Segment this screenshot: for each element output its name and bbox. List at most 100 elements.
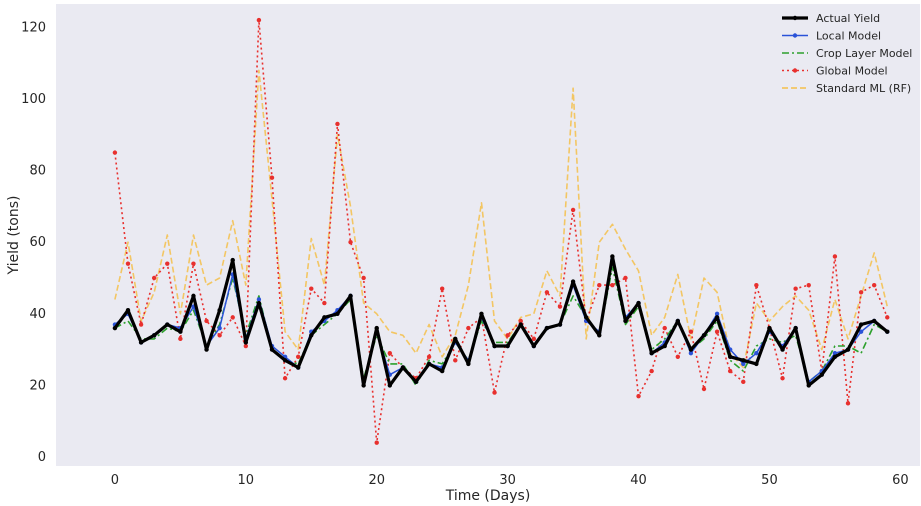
data-point (400, 365, 406, 370)
data-point (754, 282, 759, 288)
data-point (374, 440, 379, 445)
data-point (610, 254, 615, 259)
data-point (138, 322, 144, 327)
data-point (125, 261, 131, 266)
legend-item: Crop Layer Model (782, 47, 912, 60)
data-point (361, 275, 366, 281)
data-point (636, 393, 641, 399)
data-point (466, 325, 471, 331)
data-point (282, 358, 288, 363)
legend-label: Global Model (816, 65, 888, 78)
legend-label: Standard ML (RF) (816, 82, 911, 95)
x-tick-label: 10 (238, 473, 255, 488)
data-point (688, 329, 694, 334)
data-point (544, 290, 550, 295)
data-point (885, 315, 890, 320)
data-point (322, 315, 327, 320)
series-layer (112, 17, 890, 445)
data-point (845, 347, 851, 352)
legend-item: Global Model (782, 65, 888, 78)
data-point (701, 386, 707, 392)
data-point (531, 336, 537, 342)
data-point (191, 293, 196, 299)
series-line (114, 69, 889, 369)
data-point (492, 343, 497, 349)
data-point (871, 282, 877, 288)
data-point (845, 401, 851, 406)
x-tick-label: 30 (499, 473, 516, 488)
legend-label: Local Model (816, 30, 881, 43)
data-point (662, 343, 667, 349)
data-point (754, 350, 759, 356)
legend-item: Standard ML (RF) (782, 82, 911, 95)
data-point (714, 315, 720, 320)
data-point (178, 329, 183, 334)
data-point (832, 350, 838, 356)
y-tick-label: 20 (29, 378, 46, 393)
data-point (295, 354, 301, 359)
series-line (114, 19, 889, 444)
data-point (439, 368, 445, 374)
plot-area (56, 4, 920, 466)
data-point (453, 336, 458, 342)
data-point (597, 333, 602, 338)
data-point (649, 368, 654, 374)
data-point (557, 322, 563, 327)
data-point (413, 379, 419, 385)
x-tick-label: 50 (761, 473, 778, 488)
data-point (714, 329, 720, 334)
y-tick-label: 120 (21, 20, 46, 35)
data-point (256, 297, 262, 302)
data-point (256, 17, 262, 23)
data-point (204, 347, 209, 352)
data-point (806, 383, 811, 388)
y-axis-label: Yield (tons) (6, 196, 22, 276)
data-point (348, 239, 353, 245)
data-point (832, 354, 838, 359)
data-point (348, 293, 353, 299)
data-point (387, 383, 393, 388)
data-point (282, 376, 288, 381)
data-point (453, 358, 458, 363)
data-point (151, 275, 157, 281)
data-point (269, 175, 275, 180)
data-point (191, 261, 196, 266)
data-point (151, 333, 157, 338)
data-point (309, 333, 314, 338)
x-axis: 0 10 20 30 40 50 60 (111, 473, 909, 488)
data-point (767, 325, 772, 331)
data-point (112, 325, 118, 331)
data-point (165, 261, 170, 266)
data-point (675, 354, 681, 359)
data-point (793, 286, 798, 291)
data-point (858, 322, 864, 327)
data-point (492, 390, 497, 395)
series-standard-ml-rf (114, 69, 889, 369)
legend-marker (792, 68, 798, 73)
data-point (256, 300, 262, 306)
data-point (597, 282, 602, 288)
data-point (269, 347, 275, 352)
data-point (557, 304, 563, 309)
data-point (675, 318, 681, 324)
data-point (885, 329, 890, 334)
y-tick-label: 60 (29, 235, 46, 250)
data-point (754, 361, 759, 367)
legend: Actual Yield Local Model Crop Layer Model G… (782, 12, 912, 95)
data-point (741, 379, 746, 385)
data-point (649, 350, 654, 356)
y-axis: 0 20 40 60 80 100 120 (21, 20, 46, 465)
data-point (623, 318, 628, 324)
data-point (688, 347, 694, 352)
x-tick-label: 40 (630, 473, 647, 488)
data-point (165, 322, 170, 327)
y-tick-label: 40 (29, 307, 46, 322)
data-point (138, 340, 144, 345)
data-point (112, 150, 118, 155)
y-tick-label: 100 (21, 92, 46, 107)
data-point (858, 329, 864, 334)
data-point (295, 365, 301, 370)
data-point (439, 286, 445, 291)
legend-marker (792, 33, 798, 38)
